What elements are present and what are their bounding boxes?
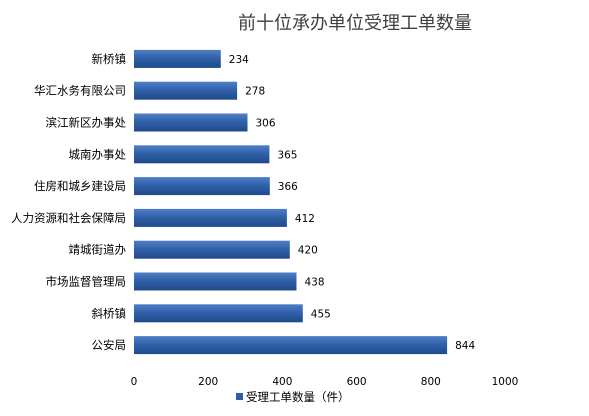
bar [134,49,221,68]
data-label: 234 [229,54,249,66]
chart-title: 前十位承办单位受理工单数量 [238,13,472,34]
data-label: 438 [305,277,325,289]
x-tick-label: 400 [272,376,292,388]
bar [134,240,290,259]
bar [134,208,287,227]
legend: 受理工单数量（件） [236,390,350,404]
x-tick-label: 800 [421,376,441,388]
data-label: 278 [245,86,265,98]
category-label: 新桥镇 [92,52,127,66]
bar [134,336,448,355]
bar [134,177,270,196]
bar [134,81,238,100]
category-label: 靖城街道办 [69,243,127,257]
data-label: 455 [311,308,331,320]
x-axis-ticks: 0 200 400 600 800 1000 [131,376,519,388]
bar [134,145,270,164]
category-label: 滨江新区办事处 [46,116,127,130]
bar [134,272,297,291]
bar [134,304,303,323]
category-label: 人力资源和社会保障局 [11,211,126,225]
category-label: 市场监督管理局 [46,275,127,289]
data-label: 365 [277,149,297,161]
category-label: 住房和城乡建设局 [34,179,126,193]
bar [134,113,248,132]
x-tick-label: 200 [198,376,218,388]
category-label: 城南办事处 [69,147,127,161]
category-label: 公安局 [92,338,127,352]
legend-label: 受理工单数量（件） [246,390,350,404]
bars-group [134,49,448,355]
x-tick-label: 600 [347,376,367,388]
legend-swatch [236,393,243,400]
x-tick-label: 0 [131,376,138,388]
data-label: 412 [295,213,315,225]
data-label: 306 [256,118,276,130]
category-labels: 新桥镇华汇水务有限公司滨江新区办事处城南办事处住房和城乡建设局人力资源和社会保障… [11,52,126,352]
data-label: 420 [298,245,318,257]
category-label: 斜桥镇 [92,306,127,320]
data-label: 366 [278,181,298,193]
x-tick-label: 1000 [492,376,519,388]
data-labels: 234 278 306 365 366 412 420 438 455 844 [229,54,476,352]
category-label: 华汇水务有限公司 [34,84,126,98]
data-label: 844 [455,340,475,352]
